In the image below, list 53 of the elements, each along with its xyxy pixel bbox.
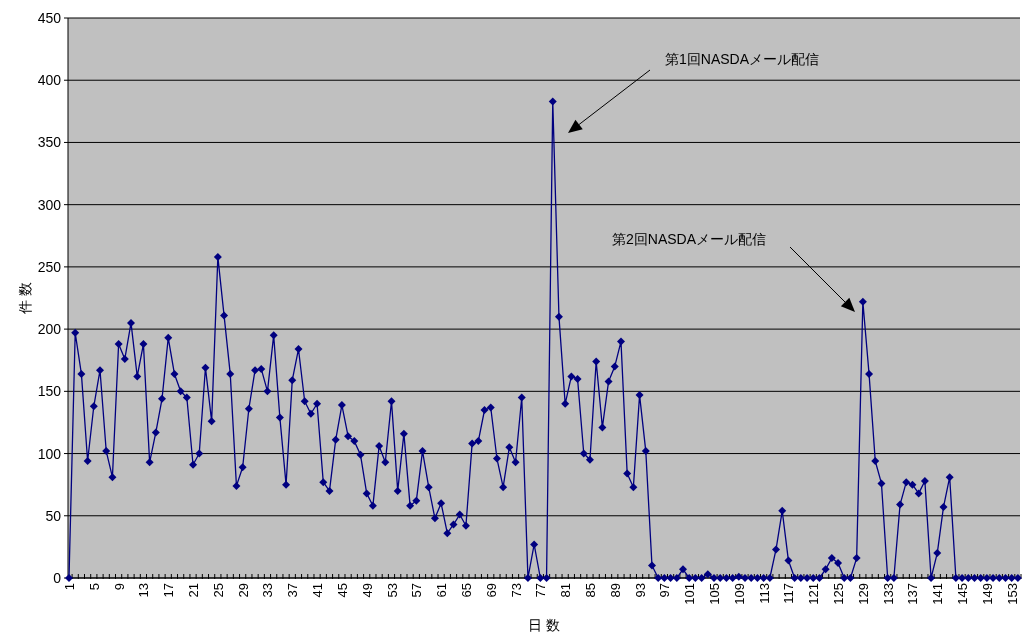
x-tick-label: 53 xyxy=(384,583,400,598)
x-tick-label: 5 xyxy=(86,583,102,591)
x-tick-label: 29 xyxy=(235,583,251,598)
x-tick-label: 117 xyxy=(781,583,797,604)
x-tick-label: 101 xyxy=(682,583,698,605)
y-tick-label: 350 xyxy=(37,134,62,151)
y-tick-label: 100 xyxy=(37,445,62,462)
x-tick-label: 129 xyxy=(855,583,871,605)
x-tick-label: 61 xyxy=(434,583,450,598)
x-tick-label: 65 xyxy=(458,583,474,598)
x-tick-label: 105 xyxy=(707,583,722,605)
x-tick-label: 85 xyxy=(582,583,598,598)
x-tick-label: 17 xyxy=(161,583,177,598)
x-tick-label: 125 xyxy=(831,583,847,605)
x-tick-label: 121 xyxy=(806,583,822,605)
y-tick-label: 50 xyxy=(45,507,62,524)
x-tick-label: 9 xyxy=(111,583,127,591)
x-tick-label: 97 xyxy=(657,583,673,598)
x-tick-label: 41 xyxy=(310,583,326,598)
x-tick-label: 77 xyxy=(533,583,549,598)
annotation: 第1回NASDAメール配信 xyxy=(665,51,820,67)
x-tick-label: 49 xyxy=(359,583,375,598)
y-tick-label: 200 xyxy=(37,321,62,338)
x-axis-title: 日 数 xyxy=(528,617,560,633)
x-tick-label: 69 xyxy=(483,583,499,598)
y-tick-label: 250 xyxy=(37,258,62,275)
x-tick-label: 153 xyxy=(1004,583,1020,605)
y-tick-label: 150 xyxy=(37,383,62,400)
x-tick-label: 13 xyxy=(136,583,152,598)
y-axis-title: 件 数 xyxy=(17,282,33,314)
x-tick-label: 81 xyxy=(558,583,574,598)
x-tick-label: 141 xyxy=(930,583,946,605)
y-tick-label: 400 xyxy=(37,72,62,89)
x-tick-label: 109 xyxy=(731,583,747,605)
x-tick-label: 149 xyxy=(979,583,995,605)
x-tick-label: 89 xyxy=(607,583,623,598)
x-tick-label: 145 xyxy=(955,583,971,605)
x-tick-label: 21 xyxy=(186,583,202,598)
x-tick-label: 1 xyxy=(62,583,77,591)
x-tick-label: 133 xyxy=(880,583,896,605)
annotation: 第2回NASDAメール配信 xyxy=(612,231,767,247)
x-tick-label: 33 xyxy=(260,583,276,598)
x-tick-label: 25 xyxy=(210,583,226,598)
x-tick-label: 113 xyxy=(756,583,772,604)
x-tick-label: 73 xyxy=(508,583,524,598)
y-tick-label: 450 xyxy=(37,10,62,26)
x-tick-label: 93 xyxy=(632,583,648,598)
y-tick-label: 0 xyxy=(53,570,62,586)
x-tick-label: 137 xyxy=(905,583,921,605)
x-tick-label: 37 xyxy=(285,583,301,598)
y-tick-label: 300 xyxy=(37,196,62,213)
x-tick-label: 45 xyxy=(334,583,350,598)
x-tick-label: 57 xyxy=(409,583,425,598)
